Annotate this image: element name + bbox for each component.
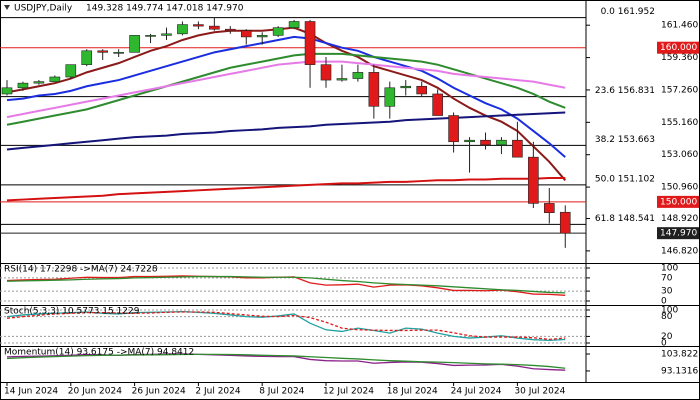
panel-title: RSI(14) 17.2298 ->MA(7) 24.7228 xyxy=(4,265,158,275)
y-tick-label: 0 xyxy=(661,339,667,349)
y-tick-label: 148.920 xyxy=(661,214,698,224)
candle-body xyxy=(352,72,364,79)
fibonacci-label: 23.6 156.831 xyxy=(595,86,655,96)
candle-body xyxy=(368,72,380,107)
candle-body xyxy=(97,50,108,53)
fibonacci-label: 38.2 153.663 xyxy=(595,135,655,145)
level-label: 160.000 xyxy=(660,43,697,53)
panel-title: Momentum(14) 93.6175 ->MA(7) 94.8412 xyxy=(4,348,194,358)
candle-body xyxy=(145,35,156,37)
candle-body xyxy=(336,78,348,81)
y-tick-label: 157.260 xyxy=(661,85,698,95)
x-tick-label: 8 Jul 2024 xyxy=(259,387,304,397)
candle-body xyxy=(559,211,571,234)
indicator-line xyxy=(6,176,566,202)
indicator-line xyxy=(6,310,566,342)
indicator-line xyxy=(6,35,566,158)
y-tick-label: 0 xyxy=(661,297,667,307)
x-tick-label: 30 Jul 2024 xyxy=(514,387,565,397)
y-tick-label: 155.160 xyxy=(661,118,698,128)
candle-body xyxy=(304,21,316,65)
candle-body xyxy=(113,52,124,54)
fibonacci-label: 61.8 148.541 xyxy=(595,214,655,224)
indicator-line xyxy=(6,353,566,369)
indicator-line xyxy=(6,111,566,151)
candle-body xyxy=(416,85,428,95)
candle-body xyxy=(480,139,491,146)
y-tick-label: 100 xyxy=(661,264,678,274)
y-tick-label: 20 xyxy=(661,332,673,342)
candle-body xyxy=(496,139,507,146)
candle-body xyxy=(225,28,236,32)
level-label: 150.000 xyxy=(660,197,697,207)
fibonacci-label: 0.0 161.952 xyxy=(601,7,655,17)
candle-body xyxy=(384,87,396,107)
x-tick-label: 20 Jun 2024 xyxy=(68,387,122,397)
candle-body xyxy=(161,33,172,36)
candle-body xyxy=(177,24,188,35)
indicator-line xyxy=(6,26,567,181)
x-tick-label: 26 Jun 2024 xyxy=(132,387,186,397)
candle-body xyxy=(33,81,45,84)
x-tick-label: 14 Jun 2024 xyxy=(4,387,58,397)
candle-body xyxy=(448,115,459,143)
y-tick-label: 161.460 xyxy=(661,21,698,31)
symbol-icon xyxy=(4,5,10,10)
candle-body xyxy=(272,27,284,36)
candle-body xyxy=(49,76,61,82)
candle-body xyxy=(193,24,204,27)
candle-body xyxy=(400,85,412,89)
level-box xyxy=(657,195,699,208)
candle-body xyxy=(320,64,332,81)
y-tick-label: 153.060 xyxy=(661,150,698,160)
indicator-line xyxy=(6,60,566,119)
y-tick-label: 146.820 xyxy=(661,246,698,256)
y-tick-label: 80 xyxy=(661,312,673,322)
candle-body xyxy=(543,203,555,213)
level-box xyxy=(657,227,699,240)
candle-body xyxy=(209,25,220,30)
indicator-line xyxy=(6,52,566,126)
candle-body xyxy=(512,139,523,158)
candle-body xyxy=(256,35,268,38)
panel-title: Stoch(5,3,3) 10.5773 15.1229 xyxy=(4,307,140,317)
x-tick-label: 12 Jul 2024 xyxy=(323,387,374,397)
chart-title: USDJPY,Daily xyxy=(14,4,73,14)
candle-body xyxy=(129,35,140,53)
indicator-line xyxy=(6,275,566,294)
y-tick-label: 159.360 xyxy=(661,53,698,63)
candle-body xyxy=(1,87,13,95)
x-tick-label: 2 Jul 2024 xyxy=(195,387,240,397)
y-tick-label: 93.1316 xyxy=(661,366,698,376)
x-tick-label: 24 Jul 2024 xyxy=(451,387,502,397)
y-tick-label: 100 xyxy=(661,306,678,316)
level-label: 147.970 xyxy=(660,229,697,239)
candle-body xyxy=(17,82,29,89)
y-tick-label: 30 xyxy=(661,287,673,297)
y-tick-label: 150.960 xyxy=(661,183,698,193)
fibonacci-label: 50.0 151.102 xyxy=(595,174,655,184)
candle-body xyxy=(432,93,443,116)
candle-body xyxy=(528,156,539,204)
level-box xyxy=(657,41,699,54)
chart-subtitle: 149.328 149.774 147.018 147.970 xyxy=(86,4,244,14)
candle-body xyxy=(464,139,475,143)
candle-body xyxy=(81,50,93,65)
candle-body xyxy=(65,64,77,78)
candle-body xyxy=(288,21,300,28)
x-tick-label: 18 Jul 2024 xyxy=(387,387,438,397)
y-tick-label: 103.8221 xyxy=(661,349,700,359)
candle-body xyxy=(240,30,252,38)
y-tick-label: 70 xyxy=(661,273,673,283)
